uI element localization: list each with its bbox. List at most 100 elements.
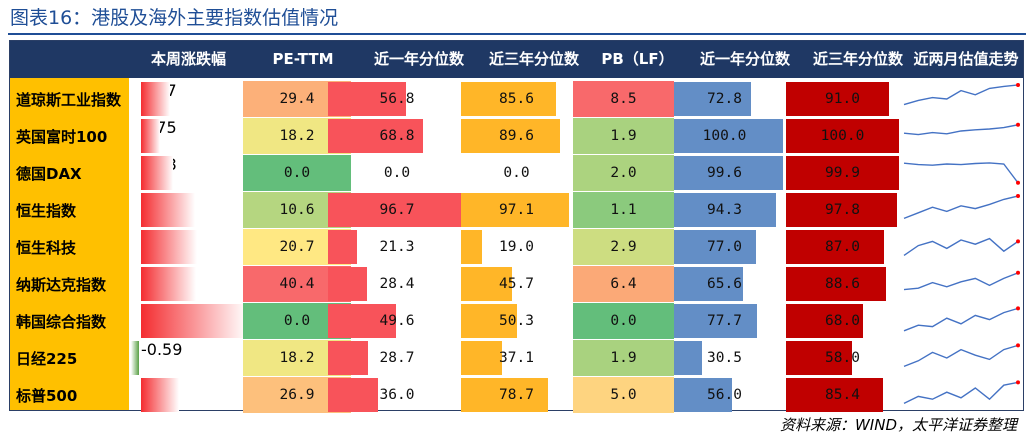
pb-lf-value: 1.1 (610, 202, 637, 218)
pb-1y-percentile-bar (666, 230, 756, 264)
pe-3y-percentile-value: 19.0 (499, 239, 534, 255)
sparkline-path (903, 124, 1019, 136)
pb-1y-percentile-value: 65.6 (707, 276, 742, 292)
pe-3y-percentile-bar (461, 119, 560, 153)
index-name: 英国富时100 (16, 128, 108, 146)
valuation-sparkline (903, 237, 1020, 256)
pb-1y-percentile-cell: 72.8 (666, 81, 783, 117)
pe-ttm-cell: 0.0 (243, 155, 351, 191)
index-name: 日经225 (16, 350, 78, 368)
pb-lf-cell: 1.9 (573, 340, 674, 376)
pe-1y-percentile-bar (328, 82, 406, 116)
pb-1y-percentile-value: 77.0 (707, 239, 742, 255)
weekly-change-bar (141, 378, 179, 412)
pb-1y-percentile-cell: 77.0 (666, 229, 783, 265)
pe-1y-percentile-value: 68.8 (379, 128, 415, 144)
header-weekly-change: 本周涨跌幅 (150, 50, 226, 68)
pb-3y-percentile-bar (786, 267, 886, 301)
pb-lf-value: 2.0 (610, 165, 637, 181)
pb-3y-percentile-cell: 91.0 (786, 81, 899, 117)
pb-1y-percentile-cell: 100.0 (666, 118, 783, 154)
weekly-change-cell: 2.25 (141, 229, 247, 265)
weekly-change-bar (141, 230, 197, 264)
pb-1y-percentile-value: 94.3 (707, 202, 742, 218)
pe-3y-percentile-bar (461, 230, 482, 264)
pb-3y-percentile-cell: 58.0 (786, 340, 899, 376)
pb-1y-percentile-cell: 94.3 (666, 192, 783, 228)
pb-3y-percentile-cell: 88.6 (786, 266, 899, 302)
pe-3y-percentile-bar (461, 193, 569, 227)
pb-3y-percentile-bar (786, 304, 863, 338)
pe-3y-percentile-value: 89.6 (499, 128, 534, 144)
weekly-change-cell: 1.17 (141, 81, 247, 117)
pb-lf-cell: 1.9 (573, 118, 674, 154)
weekly-change-value: -0.59 (141, 340, 183, 359)
header-pb-1y-percentile: 近一年分位数 (699, 50, 790, 68)
pb-lf-cell: 2.9 (573, 229, 674, 265)
sparkline-path (903, 84, 1019, 106)
pe-1y-percentile-cell: 68.8 (328, 118, 466, 154)
pb-3y-percentile-value: 100.0 (820, 128, 865, 144)
pb-lf-cell: 0.0 (573, 303, 674, 339)
pe-3y-percentile-value: 85.6 (499, 91, 534, 107)
weekly-change-bar (141, 304, 247, 338)
sparkline-path (903, 344, 1019, 368)
pe-3y-percentile-bar (461, 341, 502, 375)
weekly-change-bar (141, 156, 173, 190)
pb-lf-cell: 1.1 (573, 192, 674, 228)
weekly-change-cell: 2.18 (141, 266, 247, 302)
sparkline-path (903, 307, 1019, 332)
pe-1y-percentile-cell: 96.7 (328, 192, 466, 228)
pb-1y-percentile-value: 100.0 (702, 128, 747, 144)
pe-1y-percentile-bar (328, 193, 461, 227)
header-pb-lf: PB（LF） (601, 50, 674, 68)
sparkline-path (903, 237, 1019, 256)
weekly-change-bar (131, 341, 139, 375)
pe-3y-percentile-cell: 97.1 (461, 192, 572, 228)
pb-3y-percentile-value: 85.4 (825, 387, 860, 403)
sparkline-path (903, 195, 1019, 220)
pb-3y-percentile-value: 58.0 (825, 350, 860, 366)
pb-3y-percentile-bar (786, 378, 883, 412)
pe-1y-percentile-cell: 21.3 (328, 229, 466, 265)
pe-1y-percentile-value: 28.7 (379, 350, 415, 366)
weekly-change-cell: 0.75 (141, 118, 247, 154)
sparkline-last-point (1016, 306, 1020, 311)
weekly-change-bar (141, 119, 160, 153)
pb-1y-percentile-value: 77.7 (707, 313, 742, 329)
source-note: 资料来源：WIND，太平洋证券整理 (779, 416, 1017, 434)
pb-1y-percentile-bar (666, 82, 751, 116)
sparkline-last-point (1016, 180, 1020, 185)
header-pb-3y-percentile: 近三年分位数 (812, 50, 903, 68)
pb-lf-value: 5.0 (610, 387, 637, 403)
pe-1y-percentile-cell: 36.0 (328, 377, 466, 413)
valuation-sparkline (903, 343, 1020, 368)
weekly-change-cell: 4.24 (141, 303, 247, 339)
pb-1y-percentile-value: 72.8 (707, 91, 742, 107)
pe-3y-percentile-bar (461, 82, 556, 116)
pe-3y-percentile-value: 50.3 (499, 313, 534, 329)
pe-3y-percentile-cell: 37.1 (461, 340, 572, 376)
valuation-table: 本周涨跌幅 PE-TTM 近一年分位数 近三年分位数 PB（LF） 近一年分位数… (9, 40, 1024, 413)
pe-3y-percentile-value: 0.0 (503, 165, 530, 181)
pe-3y-percentile-bar (461, 267, 512, 301)
header-pe-3y-percentile: 近三年分位数 (488, 50, 579, 68)
pe-1y-percentile-value: 56.8 (379, 91, 415, 107)
index-name: 韩国综合指数 (16, 313, 107, 331)
weekly-change-bar (141, 267, 196, 301)
sparkline-last-point (1016, 239, 1020, 244)
weekly-change-cell: 2.16 (141, 192, 247, 228)
pe-ttm-value: 40.4 (279, 276, 315, 292)
pb-1y-percentile-value: 99.6 (707, 165, 742, 181)
pb-lf-value: 6.4 (610, 276, 637, 292)
index-name: 恒生指数 (16, 202, 77, 220)
pb-1y-percentile-bar (666, 156, 783, 190)
pe-1y-percentile-bar (328, 230, 357, 264)
pe-ttm-value: 18.2 (279, 128, 315, 144)
pe-1y-percentile-value: 28.4 (379, 276, 415, 292)
pb-1y-percentile-value: 56.0 (707, 387, 742, 403)
pe-ttm-value: 0.0 (283, 165, 311, 181)
pb-lf-value: 0.0 (610, 313, 637, 329)
pb-lf-cell: 8.5 (573, 81, 674, 117)
pe-1y-percentile-cell: 56.8 (328, 81, 466, 117)
